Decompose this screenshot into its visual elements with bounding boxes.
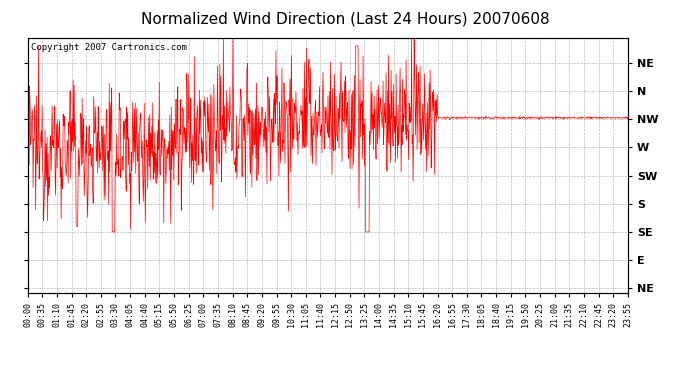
Text: Copyright 2007 Cartronics.com: Copyright 2007 Cartronics.com [30, 43, 186, 52]
Text: Normalized Wind Direction (Last 24 Hours) 20070608: Normalized Wind Direction (Last 24 Hours… [141, 11, 549, 26]
